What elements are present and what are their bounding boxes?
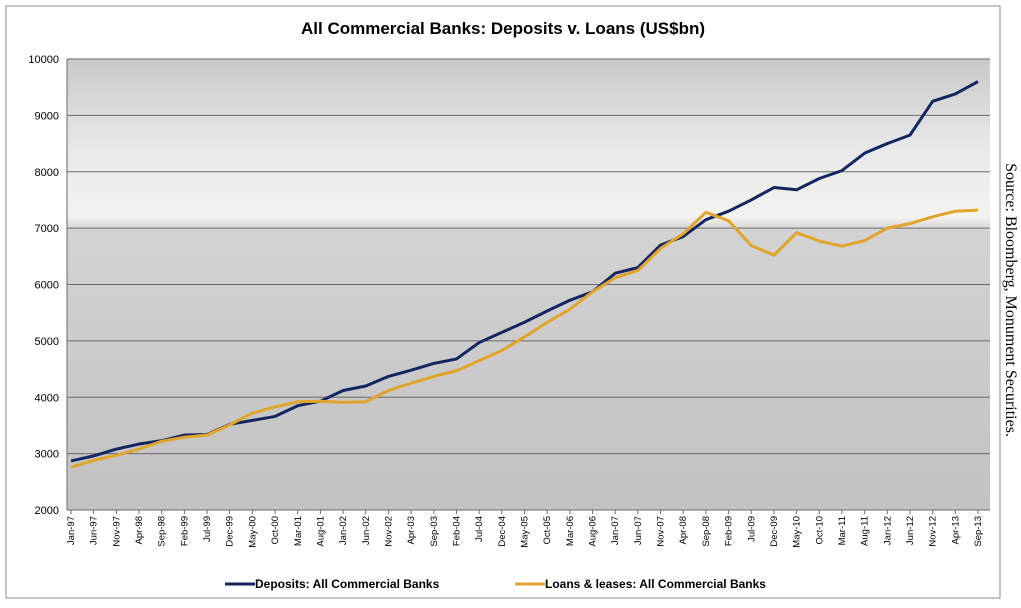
x-tick-label: Nov-97 — [111, 516, 122, 547]
x-tick-label: Aug-06 — [588, 516, 599, 547]
y-tick-label: 7000 — [35, 223, 59, 235]
y-tick-label: 6000 — [35, 280, 59, 292]
x-tick-label: Jul-04 — [474, 516, 485, 542]
x-tick-label: Feb-99 — [179, 516, 190, 546]
x-tick-label: Jan-97 — [66, 516, 77, 545]
x-tick-label: Apr-13 — [950, 516, 961, 545]
x-tick-label: Jul-99 — [202, 516, 213, 542]
x-tick-label: Oct-10 — [814, 516, 825, 545]
x-tick-label: Apr-98 — [134, 516, 145, 545]
source-note: Source: Bloomberg, Monument Securities. — [1002, 163, 1019, 437]
y-tick-label: 9000 — [35, 110, 59, 122]
x-tick-label: Jan-12 — [882, 516, 893, 545]
y-tick-label: 4000 — [35, 392, 59, 404]
x-tick-label: Apr-03 — [406, 516, 417, 545]
x-tick-label: Nov-02 — [383, 516, 394, 547]
x-tick-label: Sep-08 — [701, 516, 712, 547]
x-tick-label: Jun-97 — [89, 516, 100, 545]
x-tick-label: Aug-11 — [860, 516, 871, 546]
x-tick-label: May-05 — [520, 516, 531, 548]
x-tick-label: Mar-06 — [565, 516, 576, 546]
legend-label: Deposits: All Commercial Banks — [255, 577, 440, 591]
x-tick-label: Feb-09 — [724, 516, 735, 546]
x-tick-label: Sep-13 — [973, 516, 984, 547]
y-tick-label: 3000 — [35, 449, 59, 461]
y-tick-label: 2000 — [35, 505, 59, 517]
x-tick-label: Jan-07 — [610, 516, 621, 545]
x-tick-label: Oct-05 — [542, 516, 553, 545]
x-tick-label: Sep-98 — [157, 516, 168, 547]
x-tick-label: Sep-03 — [429, 516, 440, 547]
x-tick-label: Jun-07 — [633, 516, 644, 545]
x-tick-label: May-00 — [247, 516, 258, 548]
x-tick-label: Nov-12 — [928, 516, 939, 547]
y-tick-label: 10000 — [28, 54, 59, 66]
x-tick-label: Jun-12 — [905, 516, 916, 545]
x-tick-label: Mar-01 — [293, 516, 304, 546]
x-tick-label: Oct-00 — [270, 516, 281, 545]
y-tick-label: 5000 — [35, 336, 59, 348]
x-tick-label: May-10 — [792, 516, 803, 548]
x-tick-label: Aug-01 — [315, 516, 326, 547]
x-tick-label: Jun-02 — [361, 516, 372, 545]
y-tick-label: 8000 — [35, 167, 59, 179]
x-tick-label: Dec-99 — [225, 516, 236, 547]
chart-title: All Commercial Banks: Deposits v. Loans … — [301, 19, 705, 38]
x-tick-label: Mar-11 — [837, 516, 848, 545]
x-tick-label: Dec-04 — [497, 516, 508, 547]
x-tick-label: Jul-09 — [746, 516, 757, 542]
x-tick-label: Dec-09 — [769, 516, 780, 547]
x-tick-label: Jan-02 — [338, 516, 349, 545]
legend-label: Loans & leases: All Commercial Banks — [545, 577, 766, 591]
chart: All Commercial Banks: Deposits v. Loans … — [0, 0, 1021, 603]
x-tick-label: Nov-07 — [656, 516, 667, 547]
x-tick-label: Apr-08 — [678, 516, 689, 545]
x-tick-label: Feb-04 — [451, 516, 462, 546]
